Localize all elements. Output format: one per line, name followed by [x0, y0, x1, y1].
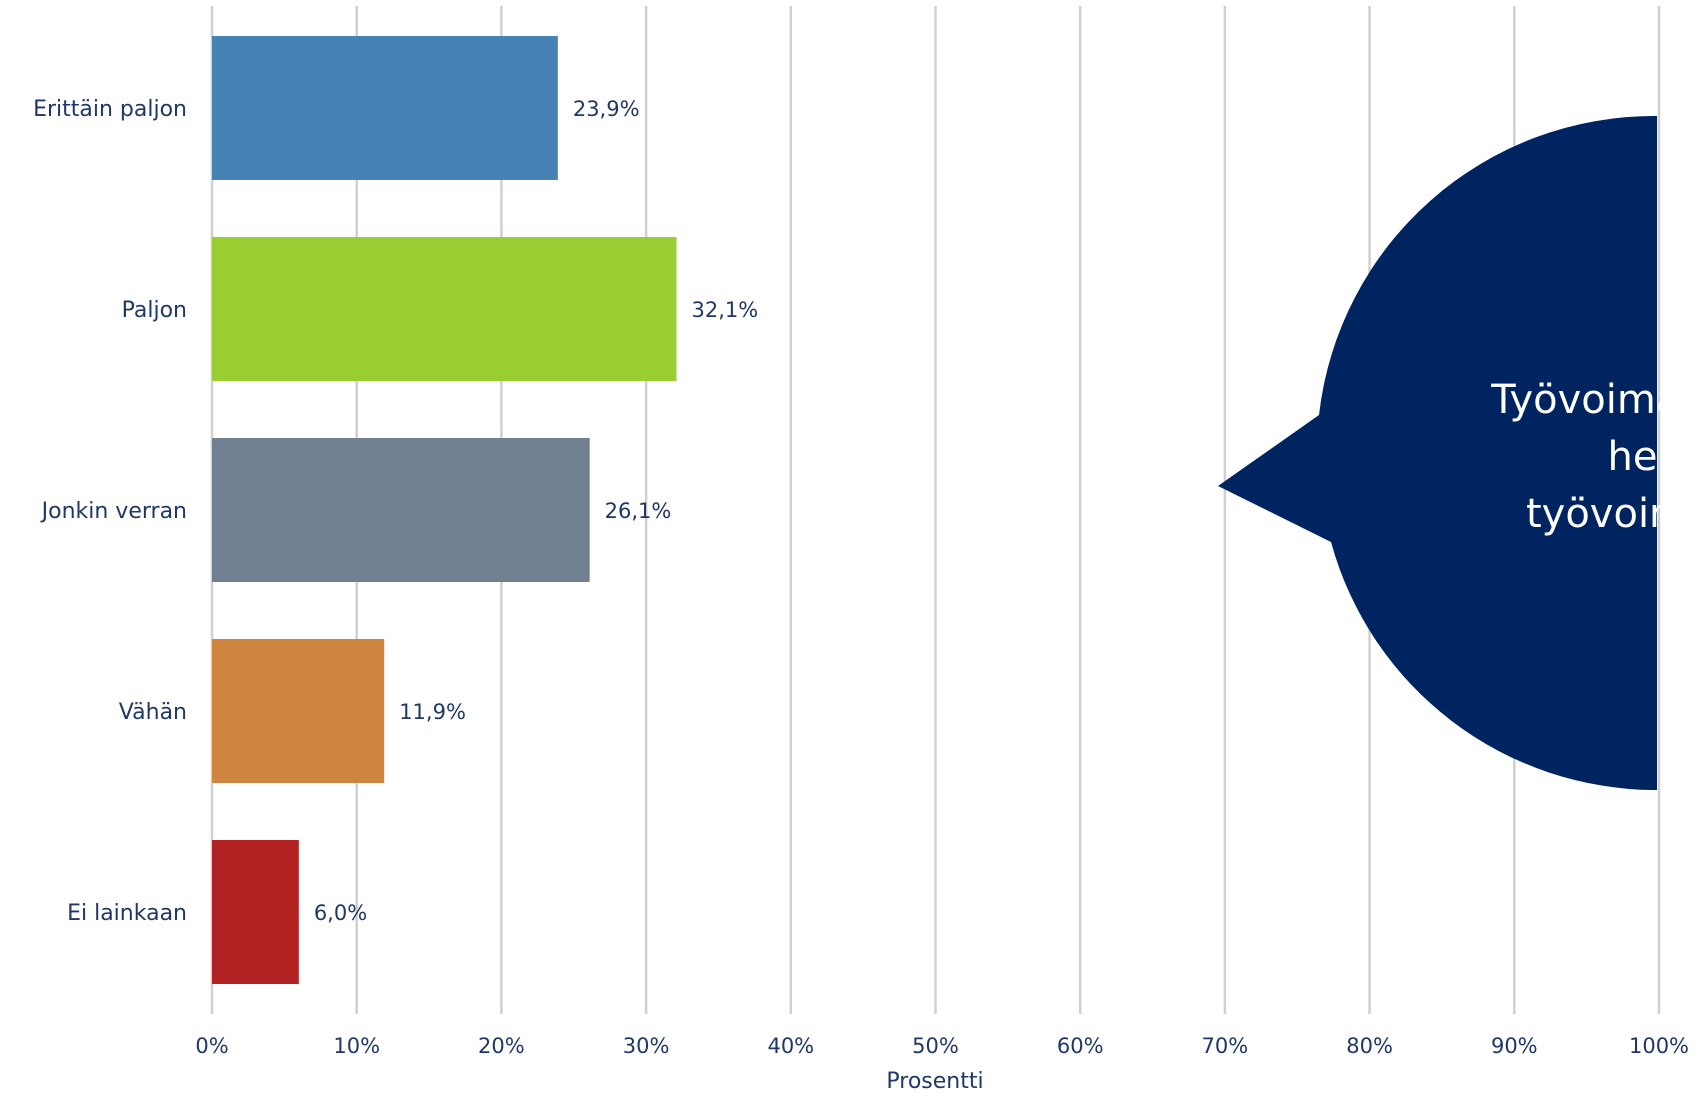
bar	[212, 438, 590, 582]
x-tick-label: 10%	[333, 1034, 380, 1058]
x-tick-label: 60%	[1057, 1034, 1104, 1058]
x-tick-label: 30%	[623, 1034, 670, 1058]
data-label: 23,9%	[573, 97, 640, 121]
x-tick-label: 20%	[478, 1034, 525, 1058]
speech-bubble-shape	[1218, 115, 1657, 791]
x-axis-title: Prosentti	[886, 1069, 983, 1094]
x-tick-label: 50%	[912, 1034, 959, 1058]
bar	[212, 237, 677, 381]
x-tick-label: 40%	[767, 1034, 814, 1058]
callout-text-line-1: Työvoimar	[1490, 377, 1697, 423]
category-label: Ei lainkaan	[67, 901, 187, 926]
callout-text-line-2: helpo	[1608, 434, 1701, 480]
bar	[212, 840, 299, 984]
x-tick-labels: 0% 10% 20% 30% 40% 50% 60% 70% 80% 90% 100%	[195, 1034, 1689, 1058]
data-label: 32,1%	[691, 298, 758, 322]
category-label: Vähän	[119, 700, 187, 725]
callout-text-line-3: työvoim	[1526, 491, 1688, 537]
category-label: Jonkin verran	[40, 499, 187, 524]
bar	[212, 36, 558, 180]
category-label: Erittäin paljon	[33, 97, 187, 122]
category-label: Paljon	[122, 298, 187, 323]
category-labels: Erittäin paljon Paljon Jonkin verran Vähän E…	[33, 97, 187, 926]
x-tick-label: 90%	[1491, 1034, 1538, 1058]
x-tick-label: 80%	[1346, 1034, 1393, 1058]
data-label: 26,1%	[605, 499, 672, 523]
callout-bubble: Työvoimar helpo työvoim	[1218, 115, 1701, 791]
x-tick-label: 0%	[195, 1034, 228, 1058]
x-tick-label: 100%	[1629, 1034, 1689, 1058]
bars: 23,9% 32,1% 26,1% 11,9% 6,0%	[212, 36, 758, 984]
data-label: 11,9%	[399, 700, 466, 724]
data-label: 6,0%	[314, 901, 367, 925]
x-tick-label: 70%	[1202, 1034, 1249, 1058]
bar	[212, 639, 385, 783]
